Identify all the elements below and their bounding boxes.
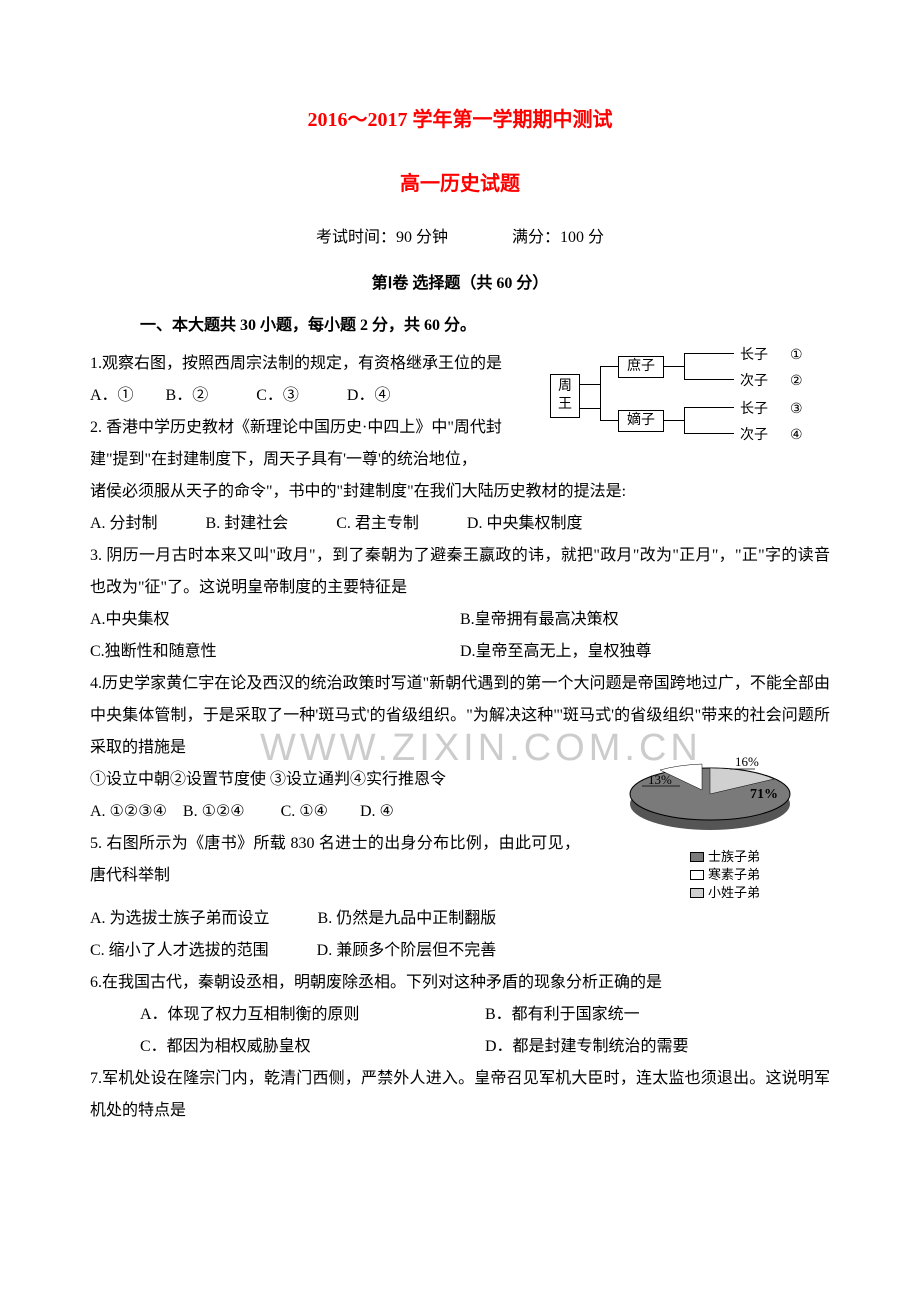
- ft-leaf4: 次子: [740, 422, 768, 450]
- legend3: 小姓子弟: [708, 884, 760, 902]
- svg-text:71%: 71%: [750, 787, 778, 802]
- q6-text: 6.在我国古代，秦朝设丞相，明朝废除丞相。下列对这种矛盾的现象分析正确的是: [90, 967, 830, 999]
- ft-branch2: 嫡子: [618, 410, 664, 432]
- q2-text1: 2. 香港中学历史教材《新理论中国历史·中四上》中"周代封: [90, 412, 540, 444]
- q6-b: B．都有利于国家统一: [485, 999, 830, 1031]
- q1-row: 1.观察右图，按照西周宗法制的规定，有资格继承王位的是 A．① B．② C．③ …: [90, 348, 830, 476]
- svg-text:13%: 13%: [648, 772, 672, 787]
- legend2: 寒素子弟: [708, 866, 760, 884]
- pie-chart-container: 16% 13% 71% 士族子弟 寒素子弟 小姓子弟: [590, 754, 830, 903]
- ft-leaf3: 长子: [740, 396, 768, 424]
- q3-text: 3. 阴历一月古时本来又叫"政月"，到了秦朝为了避秦王嬴政的讳，就把"政月"改为…: [90, 540, 830, 604]
- family-tree-diagram: 周王 庶子 嫡子 长子 次子 长子 次子 ① ② ③ ④: [550, 348, 830, 448]
- pie-legend: 士族子弟 寒素子弟 小姓子弟: [590, 848, 830, 903]
- ft-leaf1: 长子: [740, 342, 768, 370]
- section-instructions: 一、本大题共 30 小题，每小题 2 分，共 60 分。: [90, 310, 830, 342]
- ft-num2: ②: [790, 368, 803, 396]
- q1-choices: A．① B．② C．③ D．④: [90, 380, 540, 412]
- ft-num1: ①: [790, 342, 803, 370]
- q2-text3: 诸侯必须服从天子的命令"，书中的"封建制度"在我们大陆历史教材的提法是:: [90, 476, 830, 508]
- ft-num3: ③: [790, 396, 803, 424]
- legend1: 士族子弟: [708, 848, 760, 866]
- q1-text: 1.观察右图，按照西周宗法制的规定，有资格继承王位的是: [90, 348, 540, 380]
- q6-a: A．体现了权力互相制衡的原则: [140, 999, 485, 1031]
- q6-d: D．都是封建专制统治的需要: [485, 1031, 830, 1063]
- q2-text2: 建"提到"在封建制度下，周天子具有'一尊'的统治地位，: [90, 444, 540, 476]
- exam-info: 考试时间：90 分钟 满分：100 分: [90, 222, 830, 254]
- ft-num4: ④: [790, 422, 803, 450]
- q5-choices1: A. 为选拔士族子弟而设立 B. 仍然是九品中正制翻版: [90, 903, 830, 935]
- q6-c: C．都因为相权威胁皇权: [140, 1031, 485, 1063]
- title-main: 2016～2017 学年第一学期期中测试: [90, 100, 830, 140]
- q5-choices2: C. 缩小了人才选拔的范围 D. 兼顾多个阶层但不完善: [90, 935, 830, 967]
- ft-root: 周王: [550, 374, 580, 418]
- q4-text: 4.历史学家黄仁宇在论及西汉的统治政策时写道"新朝代遇到的第一个大问题是帝国跨地…: [90, 668, 830, 764]
- section-header: 第Ⅰ卷 选择题（共 60 分）: [90, 268, 830, 300]
- title-sub: 高一历史试题: [90, 164, 830, 204]
- pie-chart: 16% 13% 71%: [610, 754, 810, 844]
- ft-branch1: 庶子: [618, 356, 664, 378]
- q3-c: C.独断性和随意性: [90, 636, 460, 668]
- q3-a: A.中央集权: [90, 604, 460, 636]
- q3-b: B.皇帝拥有最高决策权: [460, 604, 830, 636]
- ft-leaf2: 次子: [740, 368, 768, 396]
- svg-text:16%: 16%: [735, 754, 759, 769]
- q2-choices: A. 分封制 B. 封建社会 C. 君主专制 D. 中央集权制度: [90, 508, 830, 540]
- q7-text: 7.军机处设在隆宗门内，乾清门西侧，严禁外人进入。皇帝召见军机大臣时，连太监也须…: [90, 1063, 830, 1127]
- q3-d: D.皇帝至高无上，皇权独尊: [460, 636, 830, 668]
